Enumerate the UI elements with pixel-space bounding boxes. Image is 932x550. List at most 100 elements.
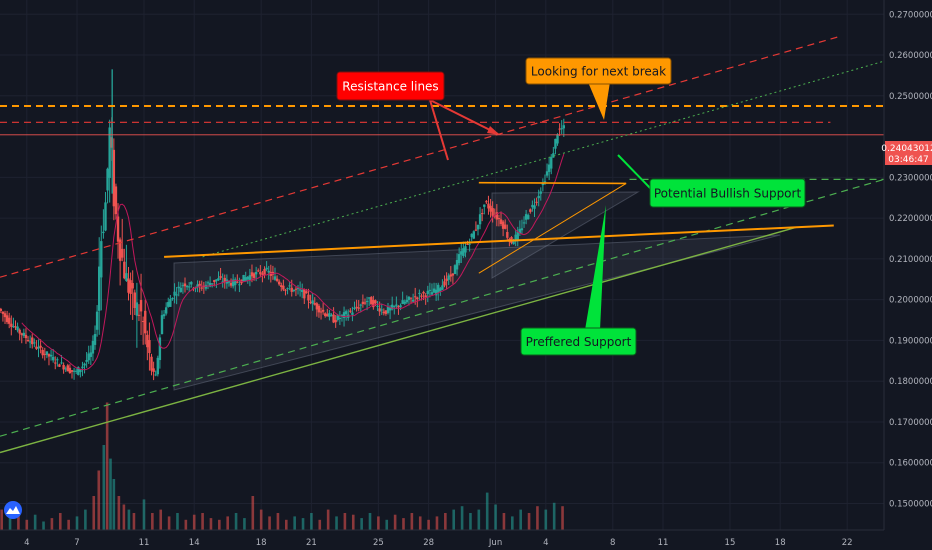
- candle-body: [133, 292, 136, 309]
- preferred-pointer: [585, 205, 606, 330]
- candle-body: [370, 297, 373, 305]
- volume-bar: [444, 513, 447, 530]
- candle-body: [1, 311, 5, 314]
- candle-body: [296, 288, 300, 290]
- candle-body: [441, 285, 444, 290]
- volume-bar: [97, 470, 101, 530]
- candle-body: [390, 304, 394, 310]
- candle-body: [286, 288, 289, 290]
- candle-body: [324, 313, 327, 317]
- y-tick-label: 0.15000000: [889, 500, 932, 510]
- volume-bar: [201, 513, 204, 530]
- green-trendline[interactable]: [0, 226, 798, 454]
- volume-bar: [33, 514, 37, 530]
- tradingview-mountain-icon[interactable]: [4, 501, 22, 519]
- candle-body: [476, 224, 480, 230]
- resistance-arrowhead: [487, 126, 500, 135]
- candle-body: [434, 289, 438, 296]
- candle-body: [409, 297, 413, 299]
- candle-body: [372, 299, 375, 308]
- candle-body: [106, 168, 109, 191]
- candle-body: [315, 303, 319, 310]
- candle-body: [8, 317, 11, 324]
- volume-bar: [42, 521, 45, 530]
- orange-flag-lower[interactable]: [478, 183, 627, 274]
- annotation-next-break-text: Looking for next break: [531, 65, 666, 79]
- candle-body: [64, 368, 67, 370]
- candle-body: [349, 310, 352, 312]
- annotation-resistance[interactable]: Resistance lines: [336, 71, 445, 101]
- annotation-next-break[interactable]: Looking for next break: [525, 57, 672, 85]
- candle-body: [167, 302, 170, 307]
- y-tick-label: 0.20000000: [889, 296, 932, 306]
- candle-body: [443, 281, 446, 286]
- volume-bar: [477, 509, 481, 530]
- volume-bar: [176, 513, 179, 530]
- candle-body: [118, 239, 122, 261]
- candle-body: [45, 351, 49, 355]
- candle-body: [426, 290, 429, 294]
- candle-body: [62, 364, 65, 370]
- candle-body: [422, 291, 425, 294]
- volume-bars: [0, 402, 564, 530]
- annotation-preferred-support-text: Preffered Support: [526, 335, 632, 349]
- price-axis[interactable]: 0.27000000 0.26000000 0.25000000 0.23000000…: [881, 0, 932, 530]
- bullish-pointer: [617, 154, 653, 191]
- candle-body: [267, 270, 270, 273]
- candle-body: [407, 296, 411, 301]
- candle-body: [127, 278, 130, 293]
- candle-body: [248, 275, 252, 281]
- annotation-bullish-support[interactable]: Potential Bullish Support: [649, 178, 806, 208]
- candle-body: [363, 302, 367, 304]
- x-tick-label: 7: [74, 538, 79, 548]
- candle-body: [152, 368, 155, 372]
- annotation-preferred-support[interactable]: Preffered Support: [520, 327, 637, 356]
- volume-bar: [469, 513, 472, 530]
- candle-body: [236, 281, 239, 283]
- candle-body: [351, 312, 354, 315]
- volume-bar: [209, 518, 213, 530]
- candle-body: [185, 286, 189, 288]
- volume-bar: [418, 516, 422, 530]
- current-price-text: 0.24043012: [881, 144, 932, 154]
- candle-body: [265, 267, 268, 270]
- candle-body: [91, 340, 95, 354]
- candle-body: [321, 309, 325, 312]
- y-tick-label: 0.16000000: [889, 459, 932, 469]
- candle-body: [150, 356, 153, 371]
- resistance-pointer-2: [429, 99, 449, 161]
- candle-body: [527, 215, 530, 220]
- candle-body: [0, 308, 3, 311]
- x-tick-label: 11: [658, 538, 669, 548]
- candle-body: [234, 279, 237, 286]
- volume-bar: [343, 513, 347, 530]
- dotted-green-diagonal[interactable]: [202, 60, 885, 258]
- candle-body: [449, 274, 452, 277]
- candle-body: [51, 356, 55, 361]
- orange-flag-upper[interactable]: [478, 181, 627, 185]
- candle-body: [125, 273, 128, 281]
- candle-body: [529, 209, 532, 212]
- candle-body: [562, 125, 566, 129]
- candle-body: [355, 306, 358, 308]
- resistance-diagonal[interactable]: [0, 36, 839, 278]
- candle-body: [487, 203, 490, 209]
- candle-body: [244, 277, 247, 281]
- candle-body: [338, 318, 342, 320]
- candle-body: [382, 311, 386, 314]
- candle-body: [401, 300, 404, 305]
- dashed-green-diagonal[interactable]: [0, 178, 885, 437]
- candle-body: [439, 288, 442, 292]
- candle-body: [183, 283, 187, 287]
- trend-lines[interactable]: [0, 36, 885, 454]
- candle-body: [303, 289, 306, 299]
- candle-body: [470, 233, 473, 238]
- volume-bar: [519, 509, 522, 530]
- volume-bar: [127, 509, 131, 530]
- ma-line: [21, 153, 565, 371]
- candle-body: [378, 308, 381, 312]
- orange-upper-line[interactable]: [164, 224, 834, 258]
- volume-bar: [377, 516, 380, 530]
- time-axis[interactable]: 4 7 11 14 18 21 25 28 Jun 4 8 11 15 18 22: [0, 529, 932, 550]
